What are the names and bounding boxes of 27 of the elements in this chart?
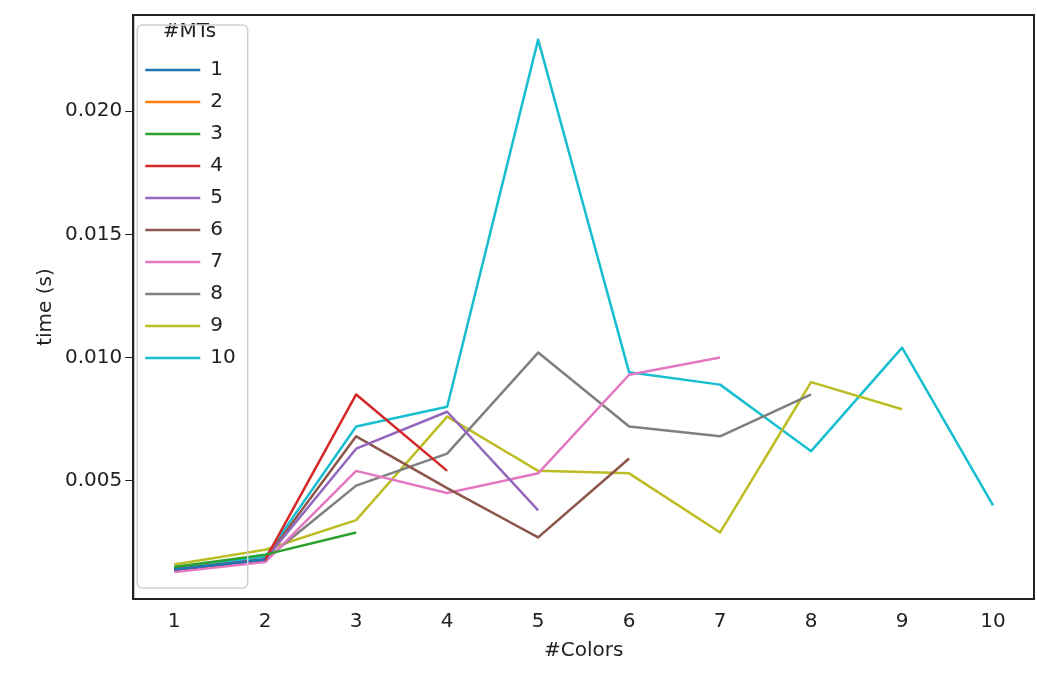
x-axis-title: #Colors [543, 637, 624, 662]
legend-label: 2 [210, 88, 223, 113]
y-tick-label: 0.020 [64, 97, 123, 122]
legend-label: 5 [210, 184, 223, 209]
x-tick-label: 7 [713, 608, 727, 633]
x-tick-label: 9 [895, 608, 909, 633]
x-tick-label: 1 [167, 608, 181, 633]
x-tick-label: 5 [531, 608, 545, 633]
x-tick-label: 10 [980, 608, 1006, 633]
y-tick-label: 0.010 [64, 343, 123, 368]
legend-label: 1 [210, 56, 223, 81]
legend-label: 6 [210, 216, 223, 241]
legend-label: 4 [210, 152, 223, 177]
legend-label: 8 [210, 280, 223, 305]
x-tick-label: 4 [440, 608, 454, 633]
legend-label: 9 [210, 312, 223, 337]
y-axis-title: time (s) [32, 268, 57, 346]
y-tick-label: 0.005 [64, 466, 123, 491]
legend-label: 10 [210, 344, 236, 369]
y-tick-label: 0.015 [64, 220, 123, 245]
x-tick-label: 2 [258, 608, 272, 633]
legend-title: #MTs [162, 18, 217, 43]
legend-label: 7 [210, 248, 223, 273]
x-tick-label: 6 [622, 608, 636, 633]
x-tick-label: 8 [804, 608, 818, 633]
x-tick-label: 3 [349, 608, 363, 633]
legend-label: 3 [210, 120, 223, 145]
